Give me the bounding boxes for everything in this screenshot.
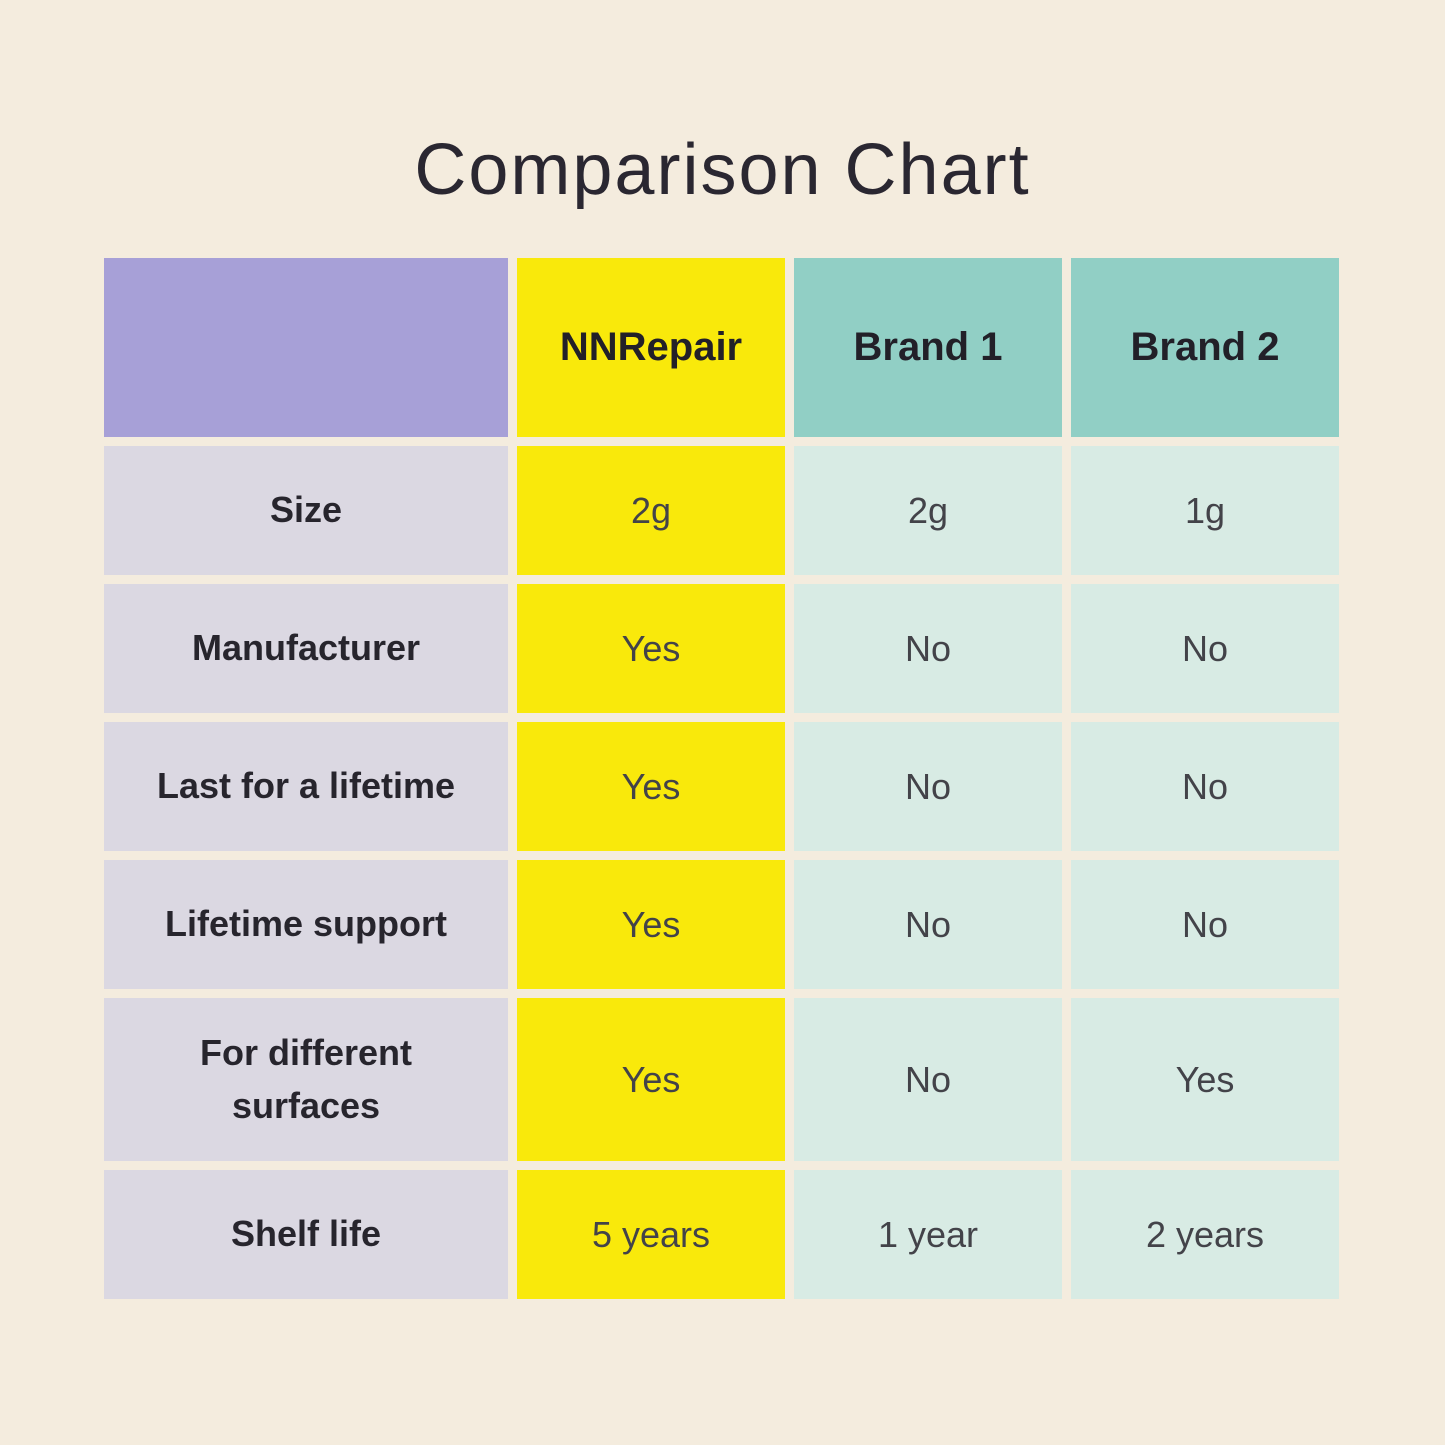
comparison-table: NNRepair Brand 1 Brand 2 Size 2g 2g 1g M… — [104, 258, 1339, 1299]
row-label-text: Manufacturer — [191, 627, 421, 669]
row-label-last-for-a-lifetime: Last for a lifetime — [104, 722, 508, 851]
row-label-text: Size — [269, 489, 343, 531]
cell-support-nnrepair: Yes — [517, 860, 785, 989]
row-label-text: For different surfaces — [200, 1032, 412, 1126]
cell-lifetime-nnrepair: Yes — [517, 722, 785, 851]
cell-lifetime-brand-1: No — [794, 722, 1062, 851]
row-label-manufacturer: Manufacturer — [104, 584, 508, 713]
cell-lifetime-brand-2: No — [1071, 722, 1339, 851]
cell-manufacturer-brand-1: No — [794, 584, 1062, 713]
cell-shelf-life-brand-1: 1 year — [794, 1170, 1062, 1299]
row-label-lifetime-support: Lifetime support — [104, 860, 508, 989]
cell-shelf-life-nnrepair: 5 years — [517, 1170, 785, 1299]
cell-size-brand-1: 2g — [794, 446, 1062, 575]
row-label-text: Last for a lifetime — [156, 765, 456, 807]
cell-size-nnrepair: 2g — [517, 446, 785, 575]
row-label-text: Shelf life — [230, 1213, 382, 1255]
row-label-shelf-life: Shelf life — [104, 1170, 508, 1299]
cell-shelf-life-brand-2: 2 years — [1071, 1170, 1339, 1299]
row-label-for-different-surfaces: For different surfaces — [104, 998, 508, 1161]
cell-manufacturer-brand-2: No — [1071, 584, 1339, 713]
column-header-nnrepair: NNRepair — [517, 258, 785, 437]
row-label-size: Size — [104, 446, 508, 575]
row-label-text: Lifetime support — [164, 903, 447, 945]
cell-size-brand-2: 1g — [1071, 446, 1339, 575]
cell-support-brand-2: No — [1071, 860, 1339, 989]
cell-surfaces-brand-1: No — [794, 998, 1062, 1161]
cell-surfaces-nnrepair: Yes — [517, 998, 785, 1161]
page-title: Comparison Chart — [414, 130, 1031, 211]
corner-cell — [104, 258, 508, 437]
cell-manufacturer-nnrepair: Yes — [517, 584, 785, 713]
cell-surfaces-brand-2: Yes — [1071, 998, 1339, 1161]
column-header-brand-2: Brand 2 — [1071, 258, 1339, 437]
cell-support-brand-1: No — [794, 860, 1062, 989]
column-header-brand-1: Brand 1 — [794, 258, 1062, 437]
